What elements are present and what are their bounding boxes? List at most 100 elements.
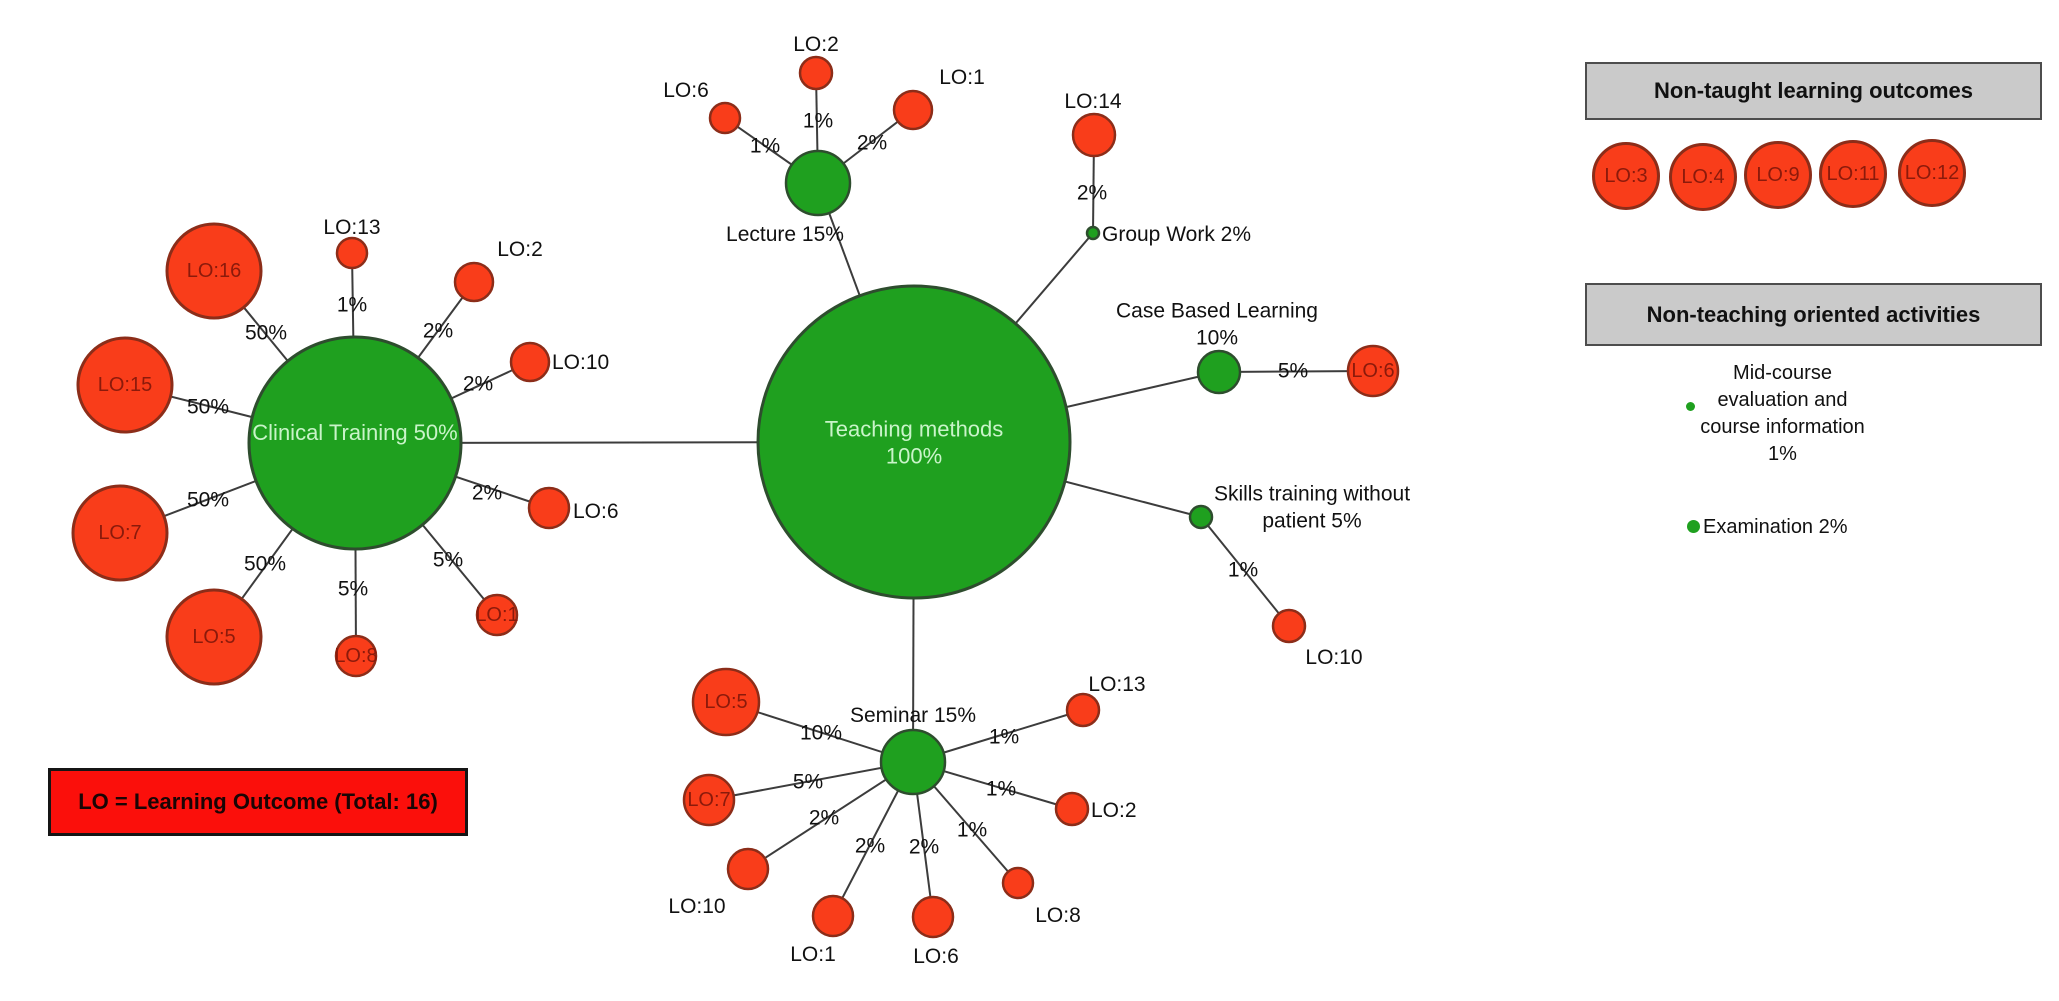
label-sem_lo2: LO:2 — [1091, 799, 1137, 822]
label-ct_lo8: LO:8 — [334, 645, 377, 667]
edge-label-clinical-ct_lo6: 2% — [472, 482, 502, 505]
edge-label-cbl-cbl_lo6: 5% — [1278, 360, 1308, 383]
edge-label-clinical-ct_lo16: 50% — [245, 322, 287, 345]
non-taught-lo-chip: LO:3 — [1592, 142, 1660, 210]
node-cbl — [1196, 349, 1242, 395]
label-seminar: Seminar 15% — [850, 704, 976, 727]
label-ct_lo2: LO:2 — [497, 238, 543, 261]
labels-layer: 50% 50% 50% 50% 1% 2% 2% 2% 5% 5% 1% 1% 2% 2% 5% 1% 10% 5… — [98, 33, 1410, 968]
node-sk_lo10 — [1271, 608, 1307, 644]
node-ct_lo6 — [527, 486, 571, 530]
node-lec_lo1 — [892, 89, 934, 131]
edge-label-clinical-ct_lo10: 2% — [463, 373, 493, 396]
edge-label-seminar-sem_lo6: 2% — [909, 836, 939, 859]
node-sem_lo13 — [1065, 692, 1101, 728]
node-teaching — [756, 284, 1072, 600]
edge-label-seminar-sem_lo7: 5% — [793, 771, 823, 794]
edge-label-seminar-sem_lo5: 10% — [800, 722, 842, 745]
nodes-layer — [71, 55, 1400, 939]
label-lec_lo2: LO:2 — [793, 33, 839, 56]
non-taught-lo-chip: LO:11 — [1819, 140, 1887, 208]
label-clinical: Clinical Training 50% — [252, 420, 457, 445]
non-taught-lo-chip: LO:9 — [1744, 141, 1812, 209]
node-lecture — [784, 149, 852, 217]
edge-label-lecture-lec_lo2: 1% — [803, 110, 833, 133]
node-sem_lo1 — [811, 894, 855, 938]
node-cbl_lo6 — [1346, 344, 1400, 398]
node-sem_lo8 — [1001, 866, 1035, 900]
non-teaching-activities-panel-title: Non-teaching oriented activities — [1585, 283, 2042, 346]
node-groupwork — [1085, 225, 1101, 241]
node-ct_lo5 — [165, 588, 263, 686]
edge-label-seminar-sem_lo13: 1% — [989, 726, 1019, 749]
label-groupwork: Group Work 2% — [1102, 223, 1251, 246]
label-ct_lo1: LO:1 — [475, 604, 518, 626]
node-gw_lo14 — [1071, 112, 1117, 158]
label-ct_lo16: LO:16 — [187, 260, 241, 282]
edge-label-seminar-sem_lo10: 2% — [809, 807, 839, 830]
label-sem_lo6: LO:6 — [913, 945, 959, 968]
lo-legend-box: LO = Learning Outcome (Total: 16) — [48, 768, 468, 836]
node-ct_lo13 — [335, 236, 369, 270]
label-sk_lo10: LO:10 — [1305, 646, 1362, 669]
label-ct_lo10: LO:10 — [552, 351, 609, 374]
label-teaching: Teaching methods 100% — [825, 416, 1004, 468]
label-ct_lo15: LO:15 — [98, 374, 152, 396]
node-ct_lo8 — [334, 634, 378, 678]
non-taught-lo-chip: LO:12 — [1898, 139, 1966, 207]
node-seminar — [879, 728, 947, 796]
node-clinical — [247, 335, 463, 551]
edge-label-clinical-ct_lo5: 50% — [244, 553, 286, 576]
node-sem_lo7 — [682, 773, 736, 827]
label-skills: Skills training without patient 5% — [1214, 482, 1410, 532]
label-lec_lo6: LO:6 — [663, 79, 709, 102]
node-ct_lo16 — [165, 222, 263, 320]
edge-label-clinical-ct_lo15: 50% — [187, 396, 229, 419]
label-sem_lo5: LO:5 — [704, 691, 747, 713]
node-sem_lo10 — [726, 847, 770, 891]
node-ct_lo1 — [475, 593, 519, 637]
label-cbl: Case Based Learning 10% — [1116, 299, 1318, 349]
label-ct_lo7: LO:7 — [98, 522, 141, 544]
edge-label-groupwork-gw_lo14: 2% — [1077, 182, 1107, 205]
edge-skills-sk_lo10 — [1200, 516, 1290, 627]
node-ct_lo7 — [71, 484, 169, 582]
non-taught-lo-chip: LO:4 — [1669, 143, 1737, 211]
mid-course-evaluation-label: Mid-course evaluation and course informa… — [1700, 362, 1865, 465]
edge-label-clinical-ct_lo1: 5% — [433, 549, 463, 572]
label-lecture: Lecture 15% — [726, 223, 844, 246]
node-skills — [1188, 504, 1214, 530]
edge-label-clinical-ct_lo7: 50% — [187, 489, 229, 512]
edge-label-seminar-sem_lo1: 2% — [855, 835, 885, 858]
node-ct_lo10 — [509, 341, 551, 383]
label-sem_lo7: LO:7 — [687, 789, 730, 811]
edge-label-clinical-ct_lo8: 5% — [338, 578, 368, 601]
non-taught-outcomes-panel-title: Non-taught learning outcomes — [1585, 62, 2042, 120]
label-sem_lo10: LO:10 — [668, 895, 725, 918]
edge-seminar-sem_lo7 — [708, 761, 914, 801]
label-ct_lo5: LO:5 — [192, 626, 235, 648]
node-ct_lo2 — [453, 261, 495, 303]
label-sem_lo8: LO:8 — [1035, 904, 1081, 927]
label-gw_lo14: LO:14 — [1064, 90, 1122, 113]
edge-label-seminar-sem_lo2: 1% — [986, 778, 1016, 801]
edge-label-lecture-lec_lo6: 1% — [750, 135, 780, 158]
node-sem_lo6 — [911, 895, 955, 939]
examination-dot — [1687, 520, 1700, 533]
edge-label-skills-sk_lo10: 1% — [1228, 559, 1258, 582]
node-lec_lo6 — [708, 101, 742, 135]
edge-label-seminar-sem_lo8: 1% — [957, 819, 987, 842]
label-sem_lo1: LO:1 — [790, 943, 836, 966]
edge-label-lecture-lec_lo1: 2% — [857, 132, 887, 155]
label-sem_lo13: LO:13 — [1088, 673, 1145, 696]
edge-label-clinical-ct_lo13: 1% — [337, 294, 367, 317]
label-ct_lo13: LO:13 — [323, 216, 380, 239]
label-cbl_lo6: LO:6 — [1351, 360, 1394, 382]
node-sem_lo5 — [691, 667, 761, 737]
label-ct_lo6: LO:6 — [573, 500, 619, 523]
node-ct_lo15 — [76, 336, 174, 434]
edge-label-clinical-ct_lo2: 2% — [423, 320, 453, 343]
node-sem_lo2 — [1054, 791, 1090, 827]
mid-course-dot — [1686, 402, 1695, 411]
